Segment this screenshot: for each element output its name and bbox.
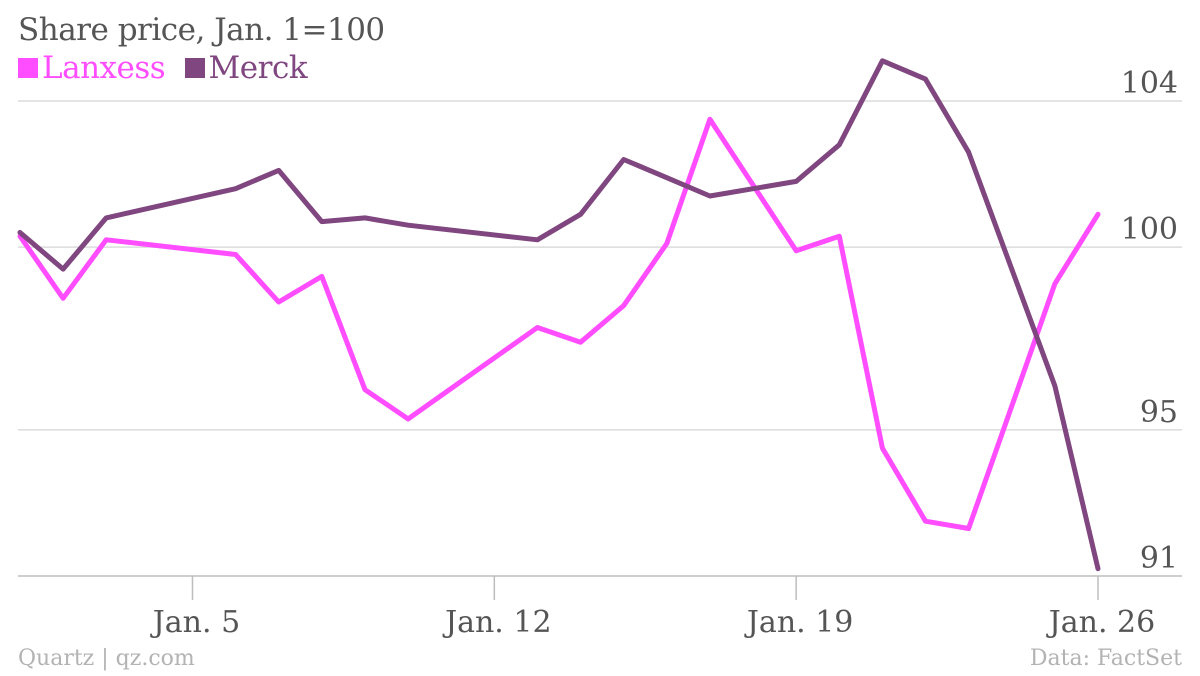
legend: Lanxess Merck (18, 50, 317, 86)
legend-label-merck: Merck (208, 50, 308, 86)
y-tick-label-95: 95 (1140, 395, 1178, 430)
y-tick-label-100: 100 (1121, 212, 1178, 247)
gridlines (18, 100, 1182, 431)
footer-credit: Quartz | qz.com (18, 646, 195, 671)
legend-item-lanxess: Lanxess (18, 50, 166, 86)
legend-swatch-lanxess (18, 58, 38, 78)
y-tick-label-91: 91 (1140, 541, 1178, 576)
series-lines (17, 58, 1101, 572)
y-tick-label-104: 104 (1121, 66, 1178, 101)
chart-title: Share price, Jan. 1=100 (18, 12, 385, 48)
series-line-merck (17, 58, 1101, 572)
x-tick-label: Jan. 19 (744, 605, 853, 640)
x-tick-label: Jan. 5 (150, 605, 240, 640)
legend-item-merck: Merck (184, 50, 308, 86)
legend-swatch-merck (184, 58, 205, 78)
footer-source: Data: FactSet (1029, 646, 1182, 671)
x-tick-label: Jan. 26 (1046, 605, 1155, 640)
x-axis: Jan. 5 Jan. 12 Jan. 19 Jan. 26 (18, 575, 1182, 640)
series-line-lanxess (17, 116, 1101, 531)
x-tick-label: Jan. 12 (442, 605, 551, 640)
legend-label-lanxess: Lanxess (42, 50, 166, 86)
y-axis-ticks: 104 100 95 91 (1121, 66, 1178, 576)
